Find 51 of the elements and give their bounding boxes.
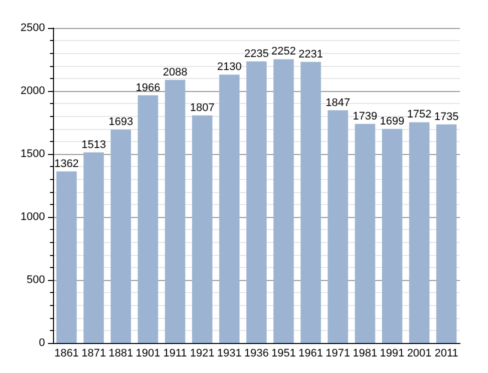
y-tick-label: 0 (38, 337, 45, 349)
bar (382, 128, 402, 343)
data-label: 1966 (136, 82, 160, 94)
data-label: 1735 (434, 110, 459, 123)
data-label: 1699 (380, 115, 404, 128)
x-tick-label: 1881 (108, 348, 134, 360)
bar (328, 110, 348, 343)
bar (273, 59, 294, 343)
data-label: 2235 (244, 48, 269, 60)
x-tick-label: 1936 (244, 348, 269, 360)
x-tick-label: 1931 (217, 348, 242, 360)
bar (192, 115, 212, 343)
data-label: 2252 (271, 46, 296, 58)
data-label: 1513 (81, 138, 106, 151)
bar (409, 122, 430, 343)
data-label: 2088 (162, 66, 188, 78)
x-tick-label: 2011 (434, 348, 458, 360)
y-tick-label: 500 (26, 274, 45, 286)
y-tick-label: 1000 (20, 211, 45, 223)
bar (246, 61, 267, 343)
bar (300, 62, 321, 343)
data-label: 1739 (352, 110, 378, 122)
bar (354, 124, 376, 343)
x-tick-label: 1991 (380, 348, 404, 360)
bar (56, 171, 77, 343)
x-tick-label: 1911 (163, 348, 187, 360)
x-tick-label: 1951 (271, 348, 296, 360)
bar (138, 95, 158, 343)
bar (219, 74, 240, 343)
data-label: 1847 (326, 96, 350, 109)
y-tick-label: 2000 (20, 85, 45, 97)
data-label: 1752 (407, 108, 432, 121)
data-label: 2231 (298, 48, 324, 60)
x-tick-label: 1871 (81, 348, 106, 360)
y-tick-label: 2500 (20, 22, 45, 34)
data-label: 1362 (54, 158, 79, 170)
x-tick-label: 2001 (407, 348, 432, 360)
x-tick-label: 1971 (326, 348, 350, 360)
bar (110, 130, 132, 343)
x-tick-label: 1861 (54, 348, 79, 360)
x-tick-label: 1921 (190, 348, 214, 360)
x-tick-label: 1961 (298, 348, 324, 360)
data-label: 1693 (108, 116, 134, 128)
bar (436, 124, 457, 343)
data-label: 2130 (217, 61, 242, 74)
bar (164, 80, 186, 343)
x-tick-label: 1981 (352, 348, 378, 360)
bar (84, 152, 104, 343)
y-tick-label: 1500 (20, 148, 45, 160)
data-label: 1807 (190, 102, 214, 114)
x-tick-label: 1901 (136, 348, 160, 360)
